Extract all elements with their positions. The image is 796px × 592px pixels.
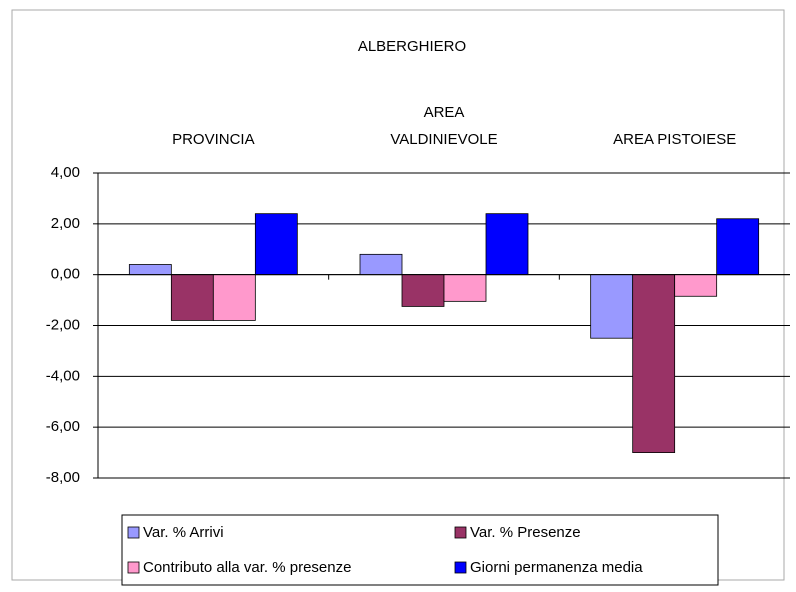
y-tick-label: -2,00 <box>46 316 80 333</box>
bar <box>212 274 256 321</box>
bar <box>254 213 298 276</box>
y-tick-label: -8,00 <box>46 469 80 486</box>
bar <box>590 274 634 339</box>
legend-swatch <box>127 526 140 539</box>
y-tick-label: -6,00 <box>46 418 80 435</box>
legend-box <box>121 514 719 586</box>
legend-swatch <box>127 561 140 574</box>
category-label: VALDINIEVOLE <box>390 131 497 148</box>
bar <box>632 274 676 453</box>
bar <box>443 274 487 302</box>
bar <box>674 274 718 297</box>
legend-swatch <box>454 561 467 574</box>
bar <box>716 218 760 276</box>
bar <box>359 253 403 276</box>
y-tick-label: 0,00 <box>51 266 80 283</box>
category-label: AREA <box>424 104 465 121</box>
legend-label: Var. % Arrivi <box>143 524 224 541</box>
legend-swatch <box>454 526 467 539</box>
category-label: PROVINCIA <box>172 131 255 148</box>
legend-label: Contributo alla var. % presenze <box>143 559 351 576</box>
bar <box>401 274 445 307</box>
bar <box>485 213 529 276</box>
y-tick-label: 4,00 <box>51 164 80 181</box>
bar <box>170 274 214 321</box>
category-label: AREA PISTOIESE <box>613 131 736 148</box>
legend-label: Var. % Presenze <box>470 524 581 541</box>
chart-title: ALBERGHIERO <box>358 38 466 55</box>
y-tick-label: 2,00 <box>51 215 80 232</box>
y-tick-label: -4,00 <box>46 367 80 384</box>
bar <box>128 264 172 276</box>
legend-label: Giorni permanenza media <box>470 559 643 576</box>
